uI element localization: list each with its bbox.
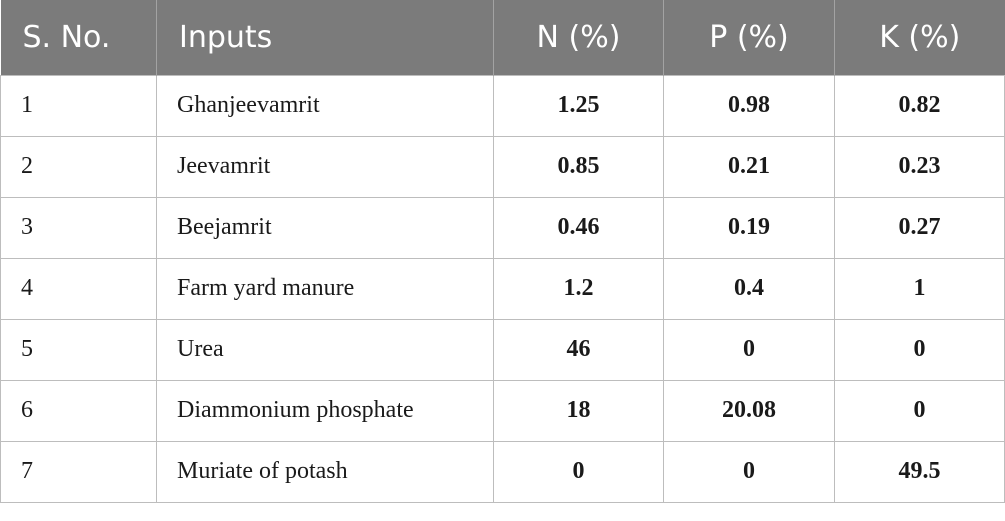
header-phosphorus: P (%)	[663, 0, 835, 75]
header-potassium: K (%)	[879, 19, 961, 55]
nutrient-content-table: S. No. Inputs N (%) P (%) K (%) 1 Ghanje…	[0, 0, 1005, 503]
cell-potassium: 0.23	[834, 135, 1005, 198]
cell-potassium: 49.5	[834, 440, 1005, 503]
cell-phosphorus: 0	[663, 440, 835, 503]
cell-serial-number: 3	[0, 196, 157, 259]
header-serial-number: S. No.	[0, 0, 157, 75]
cell-nitrogen: 1.25	[493, 74, 664, 137]
cell-phosphorus: 0.21	[663, 135, 835, 198]
table-body: 1 Ghanjeevamrit 1.25 0.98 0.82 2 Jeevamr…	[0, 74, 1005, 503]
cell-input-name: Jeevamrit	[156, 135, 494, 198]
cell-potassium: 0	[834, 379, 1005, 442]
cell-phosphorus: 0.19	[663, 196, 835, 259]
cell-nitrogen: 46	[493, 318, 664, 381]
cell-nitrogen: 1.2	[493, 257, 664, 320]
cell-nitrogen: 0.85	[493, 135, 664, 198]
header-nitrogen: N (%)	[493, 0, 664, 75]
cell-phosphorus: 20.08	[663, 379, 835, 442]
table-row: 4 Farm yard manure 1.2 0.4 1	[0, 257, 1005, 320]
header-row: S. No. Inputs N (%) P (%) K (%)	[0, 0, 1005, 75]
cell-potassium: 0.27	[834, 196, 1005, 259]
cell-phosphorus: 0.4	[663, 257, 835, 320]
cell-potassium: 1	[834, 257, 1005, 320]
cell-input-name: Diammonium phosphate	[156, 379, 494, 442]
cell-phosphorus: 0.98	[663, 74, 835, 137]
cell-phosphorus: 0	[663, 318, 835, 381]
cell-potassium: 0.82	[834, 74, 1005, 137]
cell-input-name: Muriate of potash	[156, 440, 494, 503]
table-row: 1 Ghanjeevamrit 1.25 0.98 0.82	[0, 74, 1005, 137]
cell-nitrogen: 18	[493, 379, 664, 442]
cell-serial-number: 7	[0, 440, 157, 503]
cell-nitrogen: 0.46	[493, 196, 664, 259]
cell-serial-number: 1	[0, 74, 157, 137]
header-inputs: Inputs	[156, 0, 494, 75]
table-row: 5 Urea 46 0 0	[0, 318, 1005, 381]
cell-serial-number: 2	[0, 135, 157, 198]
cell-potassium: 0	[834, 318, 1005, 381]
table-row: 2 Jeevamrit 0.85 0.21 0.23	[0, 135, 1005, 198]
table-row: 6 Diammonium phosphate 18 20.08 0	[0, 379, 1005, 442]
cell-input-name: Urea	[156, 318, 494, 381]
cell-input-name: Beejamrit	[156, 196, 494, 259]
cell-input-name: Farm yard manure	[156, 257, 494, 320]
cell-input-name: Ghanjeevamrit	[156, 74, 494, 137]
cell-serial-number: 6	[0, 379, 157, 442]
cell-serial-number: 4	[0, 257, 157, 320]
table-row: 7 Muriate of potash 0 0 49.5	[0, 440, 1005, 503]
table-row: 3 Beejamrit 0.46 0.19 0.27	[0, 196, 1005, 259]
table-header: S. No. Inputs N (%) P (%) K (%)	[0, 0, 1005, 75]
cell-serial-number: 5	[0, 318, 157, 381]
cell-nitrogen: 0	[493, 440, 664, 503]
